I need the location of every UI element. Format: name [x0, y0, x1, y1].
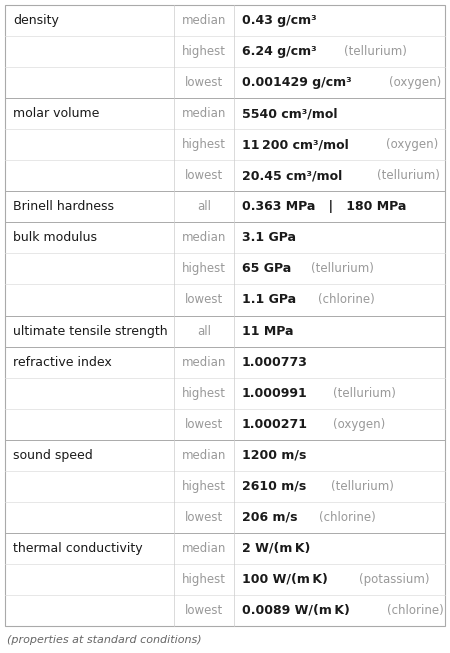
- Text: (tellurium): (tellurium): [311, 263, 374, 276]
- Text: 100 W/(m K): 100 W/(m K): [242, 573, 328, 586]
- Text: median: median: [182, 107, 226, 120]
- Text: Brinell hardness: Brinell hardness: [13, 200, 114, 214]
- Text: highest: highest: [182, 573, 226, 586]
- Text: 11 MPa: 11 MPa: [242, 325, 293, 338]
- Text: refractive index: refractive index: [13, 356, 112, 368]
- Text: 1.000991: 1.000991: [242, 387, 307, 400]
- Text: highest: highest: [182, 45, 226, 58]
- Text: median: median: [182, 542, 226, 555]
- Text: lowest: lowest: [185, 511, 223, 524]
- Text: 1.000271: 1.000271: [242, 418, 308, 431]
- Text: highest: highest: [182, 263, 226, 276]
- Text: all: all: [197, 325, 211, 338]
- Text: 1.1 GPa: 1.1 GPa: [242, 293, 296, 306]
- Text: median: median: [182, 14, 226, 27]
- Text: 206 m/s: 206 m/s: [242, 511, 297, 524]
- Text: lowest: lowest: [185, 169, 223, 182]
- Text: 0.001429 g/cm³: 0.001429 g/cm³: [242, 76, 351, 89]
- Text: (oxygen): (oxygen): [389, 76, 441, 89]
- Text: 20.45 cm³/mol: 20.45 cm³/mol: [242, 169, 342, 182]
- Text: density: density: [13, 14, 59, 27]
- Text: bulk modulus: bulk modulus: [13, 231, 97, 244]
- Text: 2610 m/s: 2610 m/s: [242, 480, 306, 493]
- Text: lowest: lowest: [185, 604, 223, 617]
- Text: (chlorine): (chlorine): [320, 511, 376, 524]
- Text: 2 W/(m K): 2 W/(m K): [242, 542, 310, 555]
- Text: highest: highest: [182, 387, 226, 400]
- Text: lowest: lowest: [185, 293, 223, 306]
- Text: sound speed: sound speed: [13, 449, 93, 462]
- Text: 65 GPa: 65 GPa: [242, 263, 291, 276]
- Text: median: median: [182, 449, 226, 462]
- Text: highest: highest: [182, 480, 226, 493]
- Text: highest: highest: [182, 138, 226, 151]
- Text: molar volume: molar volume: [13, 107, 99, 120]
- Text: (oxygen): (oxygen): [333, 418, 385, 431]
- Text: (chlorine): (chlorine): [318, 293, 374, 306]
- Text: thermal conductivity: thermal conductivity: [13, 542, 143, 555]
- Text: 6.24 g/cm³: 6.24 g/cm³: [242, 45, 316, 58]
- Text: median: median: [182, 231, 226, 244]
- Text: (oxygen): (oxygen): [386, 138, 438, 151]
- Text: ultimate tensile strength: ultimate tensile strength: [13, 325, 167, 338]
- Text: (chlorine): (chlorine): [387, 604, 444, 617]
- Text: lowest: lowest: [185, 76, 223, 89]
- Text: 1200 m/s: 1200 m/s: [242, 449, 306, 462]
- Text: 3.1 GPa: 3.1 GPa: [242, 231, 296, 244]
- Text: 0.363 MPa   |   180 MPa: 0.363 MPa | 180 MPa: [242, 200, 406, 214]
- Text: (tellurium): (tellurium): [377, 169, 440, 182]
- Text: (tellurium): (tellurium): [344, 45, 407, 58]
- Text: 0.43 g/cm³: 0.43 g/cm³: [242, 14, 316, 27]
- Text: all: all: [197, 200, 211, 214]
- Text: (potassium): (potassium): [359, 573, 429, 586]
- Text: lowest: lowest: [185, 418, 223, 431]
- Text: (properties at standard conditions): (properties at standard conditions): [7, 635, 202, 645]
- Text: (tellurium): (tellurium): [333, 387, 396, 400]
- Text: 0.0089 W/(m K): 0.0089 W/(m K): [242, 604, 350, 617]
- Text: (tellurium): (tellurium): [331, 480, 394, 493]
- Text: 5540 cm³/mol: 5540 cm³/mol: [242, 107, 338, 120]
- Text: median: median: [182, 356, 226, 368]
- Text: 11 200 cm³/mol: 11 200 cm³/mol: [242, 138, 349, 151]
- Text: 1.000773: 1.000773: [242, 356, 308, 368]
